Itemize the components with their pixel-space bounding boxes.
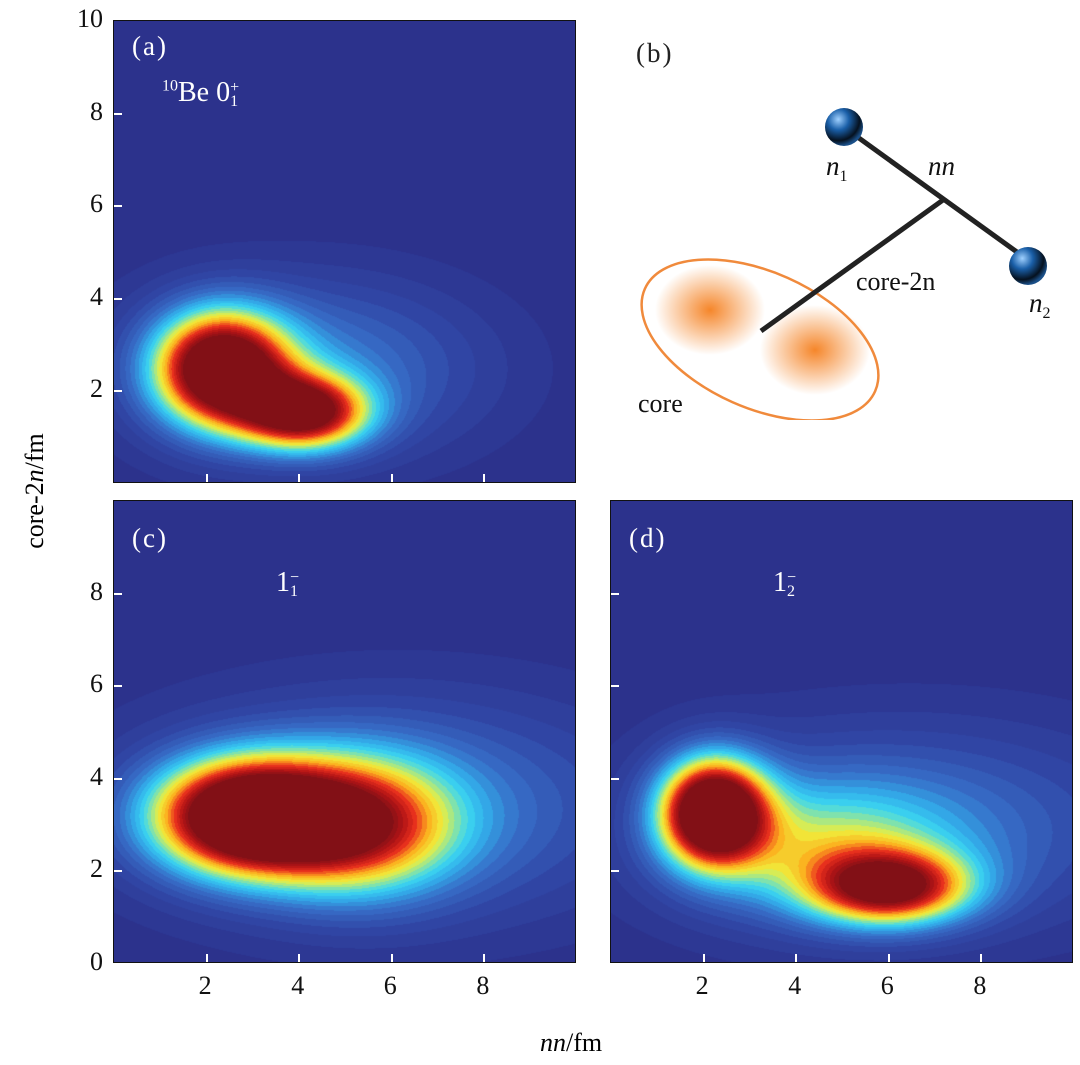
core-2n-line <box>759 197 945 334</box>
x-tick-mark <box>483 474 486 482</box>
y-tick-label: 10 <box>77 4 103 33</box>
y-tick-mark <box>114 592 122 595</box>
x-tick-mark <box>298 954 301 962</box>
x-tick-label: 2 <box>695 971 709 1000</box>
n1-label: n1 <box>826 151 848 185</box>
core-ellipse <box>640 258 880 420</box>
x-tick-mark <box>980 954 983 962</box>
x-tick-mark <box>205 954 208 962</box>
heatmap-canvas-d <box>611 501 1072 962</box>
x-tick-mark <box>390 474 393 482</box>
y-tick-mark <box>114 390 122 393</box>
state-sub: 1 <box>290 582 298 600</box>
y-tick-label: 8 <box>90 96 103 126</box>
x-tick-label: 6 <box>383 971 397 1000</box>
y-tick-mark <box>114 205 122 208</box>
mass-number: 10 <box>162 77 178 95</box>
panel-b-diagram: (b) n1 nn core-2n n2 core <box>636 38 1051 420</box>
y-tick-mark <box>114 777 122 780</box>
heatmap-canvas-c <box>114 501 575 962</box>
panel-label: (b) <box>636 38 673 68</box>
y-tick-label: 4 <box>90 761 103 791</box>
x-axis-label: nn/fm <box>540 1028 603 1057</box>
panel-a-heatmap: (a) 10Be 0+ 1 <box>113 20 576 483</box>
y-tick-mark <box>611 870 619 873</box>
y-tick-label: 2 <box>90 374 103 404</box>
x-tick-mark <box>390 954 393 962</box>
y-tick-label: 4 <box>90 281 103 311</box>
x-tick-mark <box>887 954 890 962</box>
x-tick-mark <box>205 474 208 482</box>
state-main: 1 <box>276 567 290 598</box>
state-label: 10Be 0+ 1 <box>162 77 239 109</box>
panel-label: (a) <box>132 31 168 61</box>
panel-label: (d) <box>629 523 667 553</box>
state-sup: − <box>290 568 300 586</box>
y-tick-mark <box>611 685 619 688</box>
n2-label: n2 <box>1029 288 1051 322</box>
y-tick-mark <box>114 685 122 688</box>
y-tick-label: 6 <box>90 669 103 699</box>
state-label: 1− 2 <box>773 567 796 599</box>
core-label: core <box>638 389 683 418</box>
state-main: 1 <box>773 567 787 598</box>
x-tick-label: 4 <box>788 971 802 1000</box>
x-tick-label: 6 <box>880 971 894 1000</box>
state-sub: 2 <box>787 582 795 600</box>
x-tick-label: 4 <box>291 971 305 1000</box>
x-tick-label: 8 <box>476 971 490 1000</box>
state-sup: − <box>787 568 797 586</box>
y-tick-mark <box>114 297 122 300</box>
x-tick-mark <box>795 954 798 962</box>
x-tick-mark <box>483 954 486 962</box>
y-tick-label: 8 <box>90 576 103 606</box>
heatmap-canvas-a <box>114 21 575 482</box>
core-2n-label: core-2n <box>856 267 935 296</box>
panel-label: (c) <box>132 523 168 553</box>
y-tick-mark <box>611 592 619 595</box>
state-sub: 1 <box>230 92 239 110</box>
x-tick-label: 8 <box>973 971 987 1000</box>
y-axis-label: core-2n/fm <box>20 433 49 549</box>
x-tick-mark <box>298 474 301 482</box>
panel-c-heatmap: (c) 1− 1 <box>113 500 576 963</box>
y-tick-mark <box>114 870 122 873</box>
neutron-1-sphere <box>825 108 863 146</box>
state-main: Be 0 <box>178 77 231 108</box>
y-tick-mark <box>611 777 619 780</box>
y-tick-label: 2 <box>90 854 103 884</box>
y-tick-label: 6 <box>90 189 103 219</box>
x-tick-label: 2 <box>198 971 212 1000</box>
x-tick-mark <box>702 954 705 962</box>
state-label: 1− 1 <box>276 567 299 599</box>
panel-d-heatmap: (d) 1− 2 <box>610 500 1073 963</box>
nn-label: nn <box>928 151 955 181</box>
neutron-2-sphere <box>1009 247 1047 285</box>
y-tick-mark <box>114 112 122 115</box>
nn-line <box>843 125 1030 263</box>
state-sup: + <box>230 78 240 96</box>
y-tick-label: 0 <box>90 947 103 976</box>
